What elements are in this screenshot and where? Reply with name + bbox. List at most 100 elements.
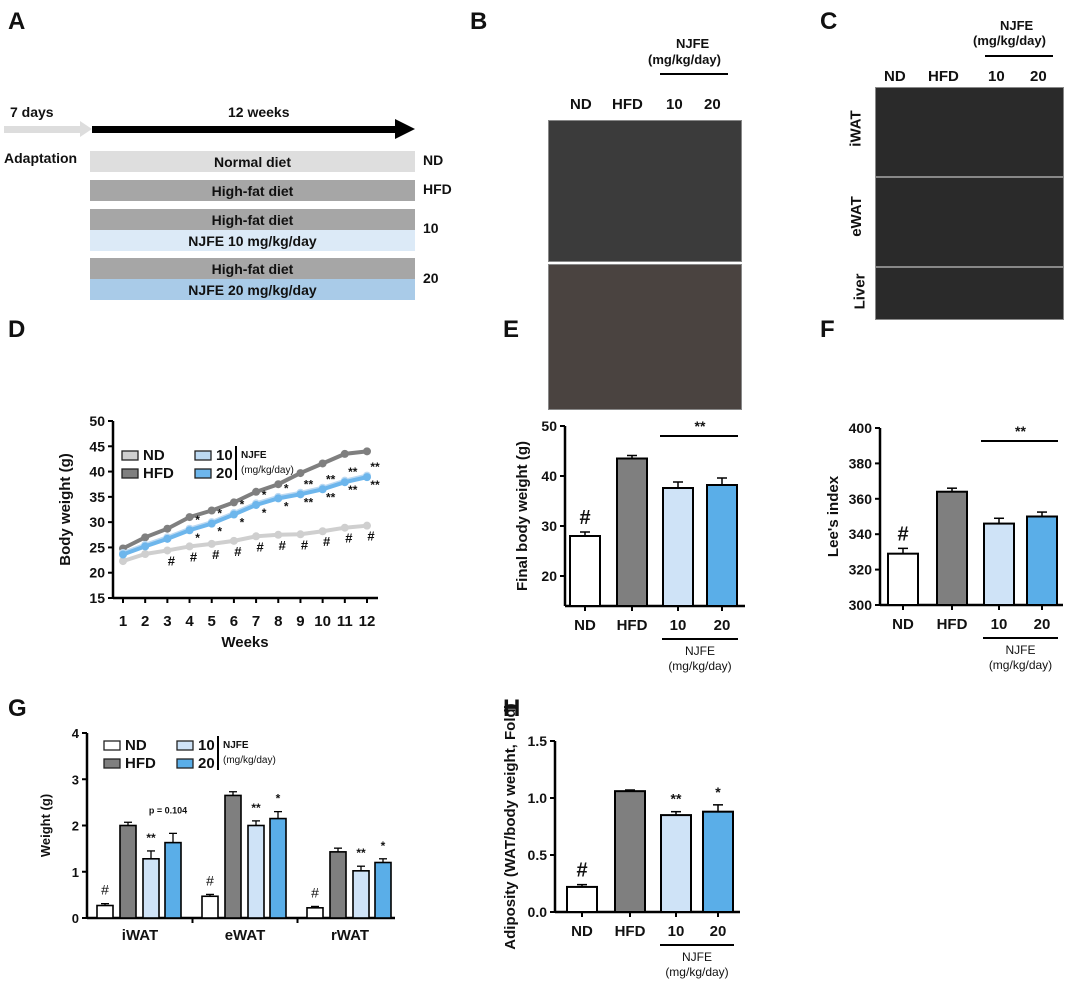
d-point-HFD — [163, 524, 172, 533]
g-bar-rWAT-10 — [352, 870, 370, 919]
d-hash-mark: # — [279, 538, 287, 553]
panel-label-g: G — [8, 695, 27, 722]
d-point-HFD — [274, 480, 283, 489]
d-point-20 — [185, 526, 194, 535]
unit-label-c: (mg/kg/day) — [973, 33, 1046, 48]
d-hash-mark: # — [234, 544, 242, 559]
group-20: 20 — [704, 96, 721, 113]
g-sig-mark: * — [276, 792, 281, 806]
d-point-ND — [229, 536, 238, 545]
f-x-tick-label: 10 — [991, 616, 1008, 633]
e-group-label: NJFE — [685, 644, 715, 658]
f-y-tick-label: 340 — [849, 526, 873, 542]
d-star-mark: * — [262, 488, 267, 502]
d-legend-label: 20 — [216, 465, 233, 482]
d-x-tick-label: 7 — [252, 613, 260, 630]
panel-label-b: B — [470, 8, 488, 35]
e-bar-HFD — [616, 457, 648, 607]
d-hash-mark: # — [190, 549, 198, 564]
d-star-mark: ** — [304, 495, 314, 509]
d-legend-swatch-20 — [194, 468, 212, 479]
d-star-mark: ** — [348, 483, 358, 497]
d-x-label: Weeks — [221, 634, 268, 651]
g-bar-eWAT-ND — [201, 895, 219, 919]
d-y-tick-label: 45 — [89, 438, 105, 454]
d-point-ND — [185, 542, 194, 551]
d-hash-mark: # — [345, 531, 353, 546]
f-y-tick-label: 360 — [849, 491, 873, 507]
d-legend-label: 10 — [216, 447, 233, 464]
d-y-tick-label: 15 — [89, 590, 105, 606]
d-x-tick-label: 9 — [296, 613, 304, 630]
d-star-mark: * — [217, 525, 222, 539]
row-label-10: 10 — [423, 220, 439, 236]
mice-dorsal-photo — [548, 120, 742, 262]
f-y-tick-label: 400 — [849, 420, 873, 436]
g-bar-rWAT-ND — [306, 907, 324, 919]
e-y-tick-label: 20 — [541, 568, 557, 584]
g-bar-iWAT-20 — [164, 841, 182, 919]
d-y-tick-label: 40 — [89, 464, 105, 480]
row-label-nd: ND — [423, 152, 444, 168]
g-x-tick-label: iWAT — [122, 927, 158, 944]
e-bracket-mark: ** — [695, 418, 706, 434]
group-nd: ND — [570, 96, 592, 113]
d-point-HFD — [229, 498, 238, 507]
njfe-line-c — [985, 55, 1053, 57]
f-y-tick-label: 380 — [849, 455, 873, 471]
f-y-tick-label: 300 — [849, 597, 873, 613]
panel-label-d: D — [8, 316, 26, 343]
g-y-tick-label: 1 — [72, 865, 79, 880]
d-star-mark: * — [217, 507, 222, 521]
d-point-ND — [363, 521, 371, 530]
g-legend-swatch-HFD — [103, 758, 121, 769]
njfe-10-bar: NJFE 10 mg/kg/day — [90, 230, 415, 251]
d-star-mark: * — [240, 516, 245, 530]
d-hash-mark: # — [256, 539, 264, 554]
d-x-tick-label: 12 — [359, 613, 376, 630]
f-bar-HFD — [936, 490, 968, 606]
d-legend-swatch-HFD — [121, 468, 139, 479]
d-point-20 — [252, 500, 261, 509]
d-point-ND — [119, 557, 127, 566]
g-legend-swatch-10 — [176, 740, 194, 751]
d-point-HFD — [185, 513, 194, 522]
adaptation-label: Adaptation — [4, 150, 78, 166]
d-star-mark: ** — [326, 490, 336, 504]
h-sig-mark: # — [576, 860, 587, 882]
e-y-tick-label: 50 — [541, 418, 557, 434]
e-y-label: Final body weight (g) — [514, 441, 531, 591]
g-p-value: p = 0.104 — [149, 805, 187, 815]
d-y-tick-label: 20 — [89, 565, 105, 581]
h-sig-mark: ** — [671, 791, 682, 807]
panel-label-f: F — [820, 316, 835, 343]
g-bar-eWAT-20 — [269, 817, 287, 919]
h-y-tick-label: 1.0 — [528, 790, 548, 806]
h-x-tick-label: ND — [571, 923, 593, 940]
d-hash-mark: # — [323, 534, 331, 549]
normal-diet-bar: Normal diet — [90, 151, 415, 172]
h-y-label: Adiposity (WAT/body weight, Fold) — [502, 703, 519, 949]
d-star-mark: * — [284, 499, 289, 513]
g-bar-iWAT-10 — [142, 857, 160, 919]
d-x-tick-label: 3 — [163, 613, 171, 630]
g-sig-mark: # — [101, 882, 109, 898]
f-sig-mark: # — [897, 523, 908, 545]
e-x-tick-label: 20 — [714, 617, 731, 634]
e-x-tick-label: HFD — [617, 617, 648, 634]
d-y-tick-label: 35 — [89, 489, 105, 505]
d-hash-mark: # — [168, 553, 176, 568]
e-y-tick-label: 30 — [541, 518, 557, 534]
d-y-label: Body weight (g) — [57, 453, 74, 566]
e-bar-ND — [569, 535, 601, 607]
d-point-HFD — [318, 459, 327, 468]
d-star-mark: * — [195, 513, 200, 527]
d-point-HFD — [252, 487, 261, 496]
d-hash-mark: # — [301, 537, 309, 552]
d-x-tick-label: 10 — [314, 613, 331, 630]
d-x-tick-label: 6 — [230, 613, 238, 630]
d-legend-note-unit: (mg/kg/day) — [241, 465, 294, 476]
timeline-arrowhead — [395, 119, 415, 139]
g-legend-note-unit: (mg/kg/day) — [223, 755, 276, 766]
